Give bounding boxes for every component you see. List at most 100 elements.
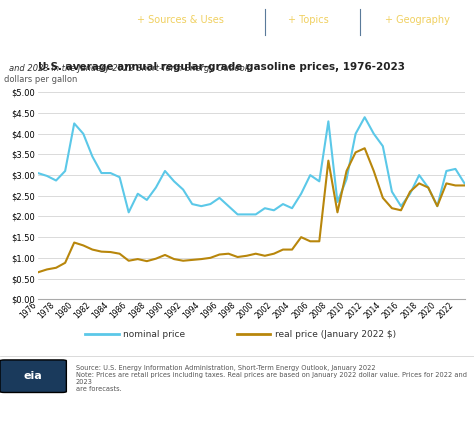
real price (January 2022 $) xyxy=(307,238,313,244)
nominal price xyxy=(180,187,186,192)
Line: nominal price: nominal price xyxy=(38,117,465,214)
nominal price xyxy=(326,119,331,124)
real price (January 2022 $) xyxy=(353,150,358,155)
nominal price xyxy=(253,212,259,217)
nominal price xyxy=(462,181,467,186)
Text: eia: eia xyxy=(24,371,43,381)
FancyBboxPatch shape xyxy=(0,360,66,392)
nominal price xyxy=(289,205,295,211)
real price (January 2022 $) xyxy=(190,257,195,263)
nominal price xyxy=(144,197,150,202)
Text: + Topics: + Topics xyxy=(288,15,328,25)
Text: dollars per gallon: dollars per gallon xyxy=(4,75,77,84)
nominal price xyxy=(226,203,231,209)
real price (January 2022 $) xyxy=(153,256,159,261)
nominal price xyxy=(335,199,340,205)
real price (January 2022 $) xyxy=(389,205,395,211)
Text: real price (January 2022 $): real price (January 2022 $) xyxy=(275,330,396,339)
real price (January 2022 $) xyxy=(462,183,467,188)
real price (January 2022 $) xyxy=(371,169,377,174)
nominal price xyxy=(99,170,104,176)
nominal price xyxy=(153,185,159,190)
nominal price xyxy=(53,178,59,183)
nominal price xyxy=(72,121,77,126)
Text: and 2023 in the January 2022 Short-Term Energy Outlook.: and 2023 in the January 2022 Short-Term … xyxy=(9,64,253,73)
real price (January 2022 $) xyxy=(380,195,386,201)
nominal price xyxy=(108,170,113,176)
real price (January 2022 $) xyxy=(171,257,177,262)
nominal price xyxy=(453,166,458,172)
nominal price xyxy=(271,208,277,213)
nominal price xyxy=(416,172,422,178)
real price (January 2022 $) xyxy=(90,247,95,252)
nominal price xyxy=(389,189,395,194)
real price (January 2022 $) xyxy=(235,254,240,260)
Text: U.S. average annual regular-grade gasoline prices, 1976-2023: U.S. average annual regular-grade gasoli… xyxy=(38,62,405,72)
real price (January 2022 $) xyxy=(199,257,204,262)
nominal price xyxy=(444,169,449,174)
real price (January 2022 $) xyxy=(53,265,59,271)
real price (January 2022 $) xyxy=(344,169,349,174)
nominal price xyxy=(317,179,322,184)
Line: real price (January 2022 $): real price (January 2022 $) xyxy=(38,148,465,272)
real price (January 2022 $) xyxy=(416,181,422,186)
nominal price xyxy=(35,170,41,176)
real price (January 2022 $) xyxy=(407,189,413,194)
real price (January 2022 $) xyxy=(217,252,222,257)
nominal price xyxy=(344,176,349,182)
real price (January 2022 $) xyxy=(162,252,168,257)
real price (January 2022 $) xyxy=(144,259,150,264)
nominal price xyxy=(244,212,249,217)
real price (January 2022 $) xyxy=(108,249,113,255)
Text: + Sources & Uses: + Sources & Uses xyxy=(137,15,224,25)
nominal price xyxy=(81,131,86,136)
real price (January 2022 $) xyxy=(72,240,77,245)
nominal price xyxy=(398,203,404,209)
real price (January 2022 $) xyxy=(180,258,186,264)
real price (January 2022 $) xyxy=(289,247,295,252)
real price (January 2022 $) xyxy=(135,257,141,262)
Text: Source: U.S. Energy Information Administration, Short-Term Energy Outlook, Janua: Source: U.S. Energy Information Administ… xyxy=(76,365,467,392)
nominal price xyxy=(235,212,240,217)
real price (January 2022 $) xyxy=(226,251,231,257)
real price (January 2022 $) xyxy=(317,238,322,244)
nominal price xyxy=(44,173,50,179)
real price (January 2022 $) xyxy=(435,203,440,209)
Text: nominal price: nominal price xyxy=(123,330,185,339)
nominal price xyxy=(62,169,68,174)
nominal price xyxy=(208,202,213,207)
nominal price xyxy=(162,169,168,174)
nominal price xyxy=(190,202,195,207)
nominal price xyxy=(435,203,440,209)
real price (January 2022 $) xyxy=(117,251,122,257)
nominal price xyxy=(280,202,286,207)
real price (January 2022 $) xyxy=(444,181,449,186)
real price (January 2022 $) xyxy=(126,258,131,264)
real price (January 2022 $) xyxy=(244,253,249,258)
real price (January 2022 $) xyxy=(326,158,331,163)
nominal price xyxy=(362,114,367,120)
real price (January 2022 $) xyxy=(298,235,304,240)
real price (January 2022 $) xyxy=(208,255,213,260)
nominal price xyxy=(117,175,122,180)
real price (January 2022 $) xyxy=(62,260,68,265)
real price (January 2022 $) xyxy=(99,249,104,254)
nominal price xyxy=(380,143,386,149)
nominal price xyxy=(171,179,177,184)
real price (January 2022 $) xyxy=(35,270,41,275)
nominal price xyxy=(298,191,304,196)
nominal price xyxy=(199,203,204,209)
real price (January 2022 $) xyxy=(362,146,367,151)
nominal price xyxy=(353,131,358,136)
nominal price xyxy=(126,210,131,215)
real price (January 2022 $) xyxy=(335,210,340,215)
nominal price xyxy=(307,172,313,178)
nominal price xyxy=(371,131,377,136)
real price (January 2022 $) xyxy=(425,185,431,190)
real price (January 2022 $) xyxy=(253,251,259,257)
real price (January 2022 $) xyxy=(398,208,404,213)
nominal price xyxy=(135,191,141,196)
real price (January 2022 $) xyxy=(81,243,86,248)
real price (January 2022 $) xyxy=(453,183,458,188)
real price (January 2022 $) xyxy=(44,267,50,272)
